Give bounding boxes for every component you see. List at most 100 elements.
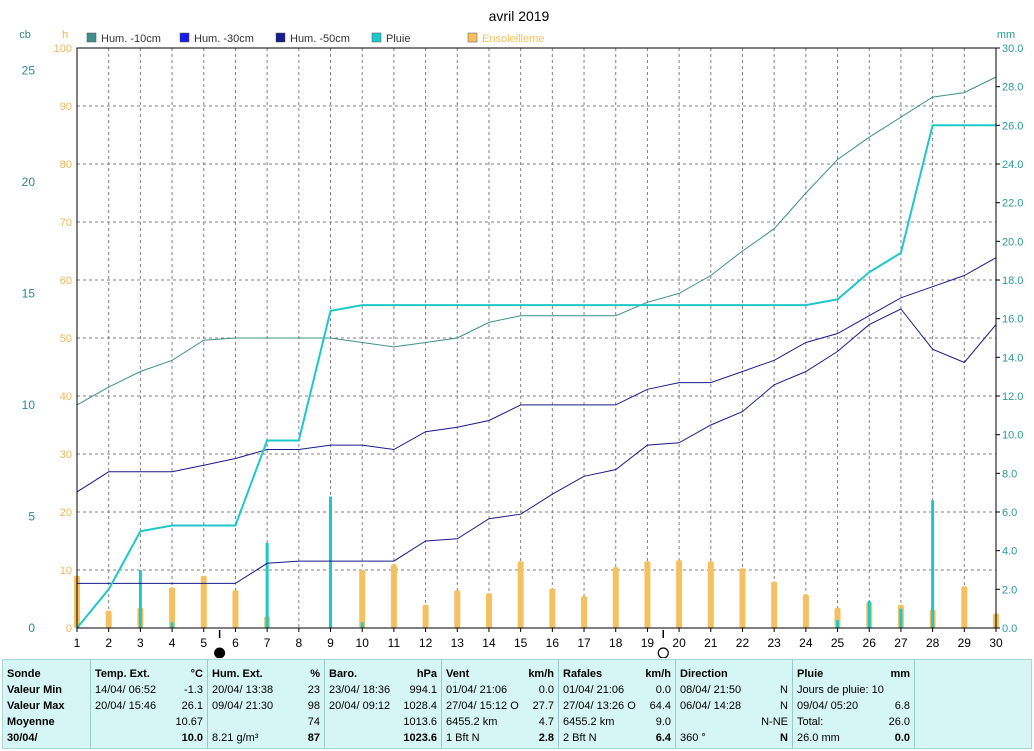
dir-max-val: N: [780, 700, 788, 712]
sun-bar: [612, 567, 619, 628]
x-tick-label: 14: [482, 636, 496, 650]
baro-min-time: 23/04/ 18:36: [329, 684, 391, 696]
legend-label: Ensoleilleme: [482, 33, 544, 45]
x-tick-label: 25: [831, 636, 845, 650]
cb-tick-label: 0: [28, 621, 35, 635]
mm-tick-label: 30.0: [1002, 43, 1023, 55]
raf-title: Rafales: [563, 668, 603, 680]
rain-bars: [138, 496, 935, 628]
temp-title: Temp. Ext.: [95, 668, 150, 680]
sun-bar: [422, 604, 429, 628]
sun-bar: [200, 575, 207, 628]
summary-col-direction: Direction 08/04/ 21:50 N 06/04/ 14:28 N N-…: [676, 660, 793, 748]
sun-bar: [644, 561, 651, 628]
h-tick-label: 60: [60, 275, 72, 287]
sunshine-bars: [74, 560, 999, 628]
legend-swatch: [86, 32, 97, 43]
legend-swatch: [371, 32, 382, 43]
sun-bar: [390, 564, 397, 628]
summary-col-baro: Baro. hPa 23/04/ 18:36 994.1 20/04/ 09:12 1…: [325, 660, 442, 748]
plot-frame: [76, 47, 997, 629]
x-tick-label: 17: [577, 636, 591, 650]
h-tick-label: 20: [60, 507, 72, 519]
new-moon-icon: [214, 647, 226, 658]
sun-bar: [676, 560, 683, 628]
sun-bar: [517, 561, 524, 628]
dir-last: N: [780, 732, 788, 744]
mm-tick-label: 16.0: [1002, 314, 1023, 326]
legend-label: Pluie: [386, 33, 410, 45]
x-tick-label: 5: [200, 636, 207, 650]
mm-tick-label: 28.0: [1002, 82, 1023, 94]
baro-last: 1023.6: [403, 732, 437, 744]
pluie-unit: mm: [890, 668, 910, 680]
hum-min-time: 20/04/ 13:38: [212, 684, 274, 696]
x-tick-label: 11: [388, 636, 401, 650]
sun-bar: [454, 590, 461, 628]
hum-avg: 74: [307, 716, 320, 728]
sun-bar: [961, 586, 968, 628]
x-tick-label: 18: [609, 636, 623, 650]
temp-max-time: 20/04/ 15:46: [95, 700, 157, 712]
baro-min-val: 994.1: [409, 684, 437, 696]
raf-unit: km/h: [645, 668, 671, 680]
pluie-days: Jours de pluie: 10: [797, 684, 884, 696]
sun-bar: [771, 581, 778, 628]
label-date: 30/04/: [7, 732, 38, 744]
cb-tick-label: 25: [22, 63, 36, 77]
label-sonde: Sonde: [7, 668, 41, 680]
hum-abs: 8.21 g/m³: [212, 732, 259, 744]
h-tick-label: 50: [60, 333, 72, 345]
raf-avg: 9.0: [655, 716, 671, 728]
weather-chart: avril 2019 cb h mm Hum. -10cm Hum. -30cm H…: [19, 8, 1024, 658]
x-tick-label: 15: [514, 636, 528, 650]
x-tick-label: 22: [736, 636, 750, 650]
series-line-pluie: [76, 124, 996, 629]
mm-tick-label: 14.0: [1002, 352, 1023, 364]
mm-tick-label: 22.0: [1002, 198, 1023, 210]
x-tick-label: 6: [232, 636, 239, 650]
h-tick-label: 70: [60, 217, 72, 229]
x-tick-label: 8: [295, 636, 302, 650]
hum-max-val: 98: [307, 700, 320, 712]
sun-bar: [359, 570, 366, 628]
x-tick-label: 30: [989, 636, 1003, 650]
mm-tick-label: 2.0: [1002, 584, 1017, 596]
legend-swatch: [179, 32, 190, 43]
dir-avg: N-NE: [761, 716, 788, 728]
rain-bar: [899, 608, 903, 628]
cb-tick-label: 5: [28, 509, 35, 523]
mm-tick-label: 12.0: [1002, 391, 1023, 403]
dir-min-time: 08/04/ 21:50: [680, 684, 742, 696]
mm-tick-label: 4.0: [1002, 546, 1017, 558]
vent-bft: 1 Bft N: [446, 732, 480, 744]
summary-col-pluie: Pluie mm Jours de pluie: 10 09/04/ 05:20 6…: [793, 660, 915, 748]
legend-swatch: [467, 32, 478, 43]
cb-tick-label: 10: [22, 398, 36, 412]
hum-min-val: 23: [307, 684, 320, 696]
rain-bar: [867, 600, 871, 628]
temp-last: 10.0: [181, 732, 203, 744]
sun-bar: [707, 561, 714, 628]
legend-swatch: [275, 32, 286, 43]
sun-bar: [802, 594, 809, 628]
x-tick-label: 21: [704, 636, 718, 650]
h-tick-label: 90: [60, 101, 72, 113]
baro-unit: hPa: [416, 668, 437, 680]
pluie-max-time: 09/04/ 05:20: [797, 700, 859, 712]
moon-phases: [214, 630, 669, 658]
raf-max-val: 64.4: [649, 700, 671, 712]
x-tick-label: 13: [451, 636, 465, 650]
raf-max-time: 27/04/ 13:26 O: [563, 700, 636, 712]
vent-unit: km/h: [528, 668, 554, 680]
summary-col-temp: Temp. Ext. °C 14/04/ 06:52 -1.3 20/04/ 15:…: [91, 660, 208, 748]
raf-dist: 6455.2 km: [563, 716, 615, 728]
mm-tick-label: 20.0: [1002, 236, 1023, 248]
y-tick-labels: 0 5 10 15 20 25 0 10 20 30 40 50 60 70 80 90 100 0.0 2.0 4.…: [22, 43, 1024, 635]
temp-max-val: 26.1: [181, 700, 203, 712]
x-tick-label: 20: [672, 636, 686, 650]
sun-bar: [581, 596, 588, 628]
x-tick-label: 9: [327, 636, 334, 650]
hum-title: Hum. Ext.: [212, 668, 263, 680]
summary-table: Sonde Valeur Min Valeur Max Moyenne 30/0…: [2, 659, 1032, 749]
